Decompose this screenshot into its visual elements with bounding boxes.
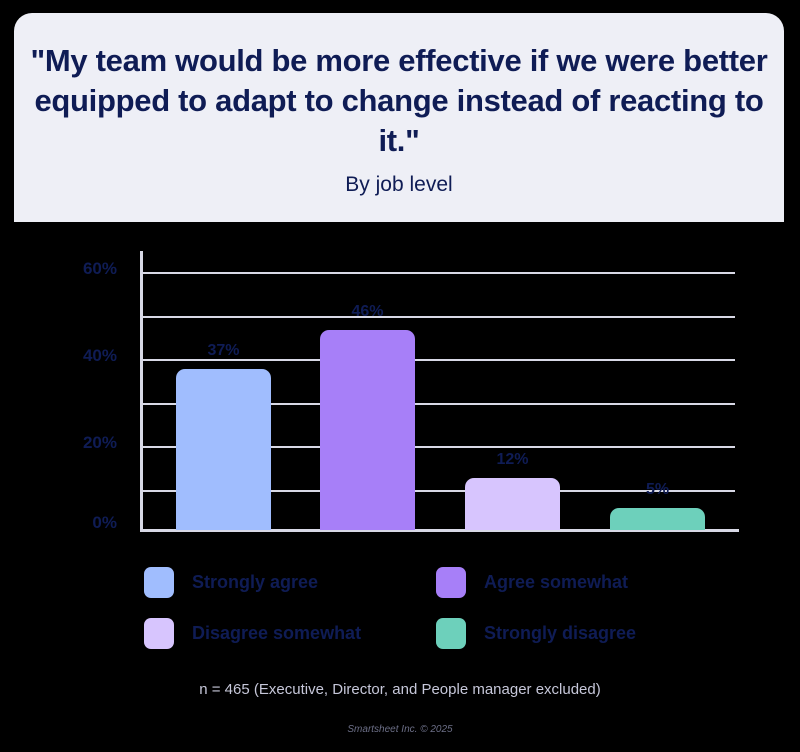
y-tick-60: 60%: [82, 259, 117, 278]
bar-value-label: 46%: [351, 302, 384, 320]
legend-swatch: [144, 566, 174, 598]
gridline: [143, 272, 735, 274]
copyright-credit: Smartsheet Inc. © 2025: [347, 724, 453, 735]
legend-swatch: [436, 617, 466, 649]
bar-value-label: 37%: [207, 342, 240, 360]
legend-label: Strongly disagree: [484, 622, 637, 643]
bar-value-label: 5%: [645, 481, 670, 499]
bar-agree-somewhat: [320, 329, 415, 530]
legend-item-strongly-agree: Strongly agree: [144, 566, 318, 598]
legend-label: Strongly agree: [192, 571, 319, 592]
gridline: [143, 316, 735, 318]
chart-title: "My team would be more effective if we w…: [30, 43, 768, 158]
chart-header: "My team would be more effective if we w…: [14, 13, 784, 222]
bar-disagree-somewhat: [465, 477, 560, 530]
legend-swatch: [144, 617, 174, 649]
legend-label: Agree somewhat: [484, 571, 629, 592]
legend-swatch: [436, 566, 466, 598]
gridline: [143, 490, 735, 492]
legend-label: Disagree somewhat: [192, 622, 362, 643]
chart-subtitle: By job level: [345, 173, 453, 196]
legend-item-strongly-disagree: Strongly disagree: [436, 617, 636, 649]
bar-strongly-disagree: [610, 508, 705, 530]
bar-strongly-agree: [176, 369, 271, 530]
gridline: [143, 359, 735, 361]
y-tick-20: 20%: [82, 433, 117, 452]
sample-size-note: n = 465 (Executive, Director, and People…: [199, 681, 601, 698]
y-axis: [140, 251, 143, 532]
x-axis: [140, 529, 739, 532]
y-tick-0: 0%: [92, 513, 117, 532]
legend-item-agree-somewhat: Agree somewhat: [436, 566, 628, 598]
bar-value-label: 12%: [496, 450, 529, 468]
gridline: [143, 446, 735, 448]
legend-item-disagree-somewhat: Disagree somewhat: [144, 617, 361, 649]
y-tick-40: 40%: [82, 346, 117, 365]
gridline: [143, 403, 735, 405]
